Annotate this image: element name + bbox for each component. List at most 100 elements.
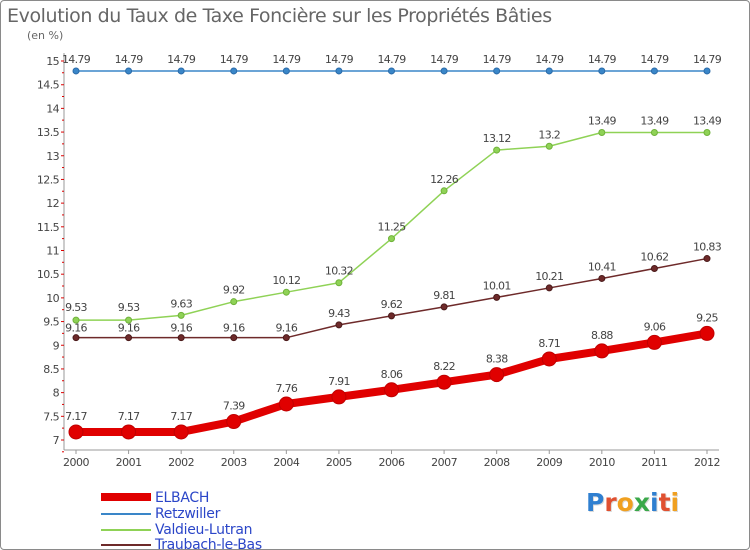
- x-tick-label: 2005: [326, 456, 352, 469]
- data-label-elbach: 7.17: [170, 410, 192, 423]
- x-tick-label: 2010: [589, 456, 615, 469]
- data-label-elbach: 8.71: [538, 337, 560, 350]
- data-point-traubach-le-bas: [493, 293, 501, 301]
- data-point-retzwiller: [335, 67, 343, 75]
- data-label-traubach-le-bas: 10.21: [535, 270, 563, 283]
- data-label-traubach-le-bas: 9.16: [223, 322, 245, 335]
- data-label-valdieu-lutran: 9.63: [170, 297, 192, 310]
- data-point-valdieu-lutran: [282, 288, 290, 296]
- data-point-traubach-le-bas: [72, 334, 80, 342]
- data-label-valdieu-lutran: 9.53: [118, 301, 140, 314]
- y-tick-label: 12.5: [37, 173, 60, 186]
- y-tick-label: 9.5: [43, 316, 59, 329]
- data-label-valdieu-lutran: 10.32: [325, 265, 353, 278]
- data-label-valdieu-lutran: 13.12: [483, 132, 511, 145]
- data-point-elbach: [226, 414, 242, 430]
- data-label-retzwiller: 14.79: [588, 53, 617, 66]
- data-point-traubach-le-bas: [230, 334, 238, 342]
- data-label-elbach: 8.88: [591, 329, 613, 342]
- y-tick-label: 11.5: [37, 221, 60, 234]
- data-point-retzwiller: [282, 67, 290, 75]
- data-point-elbach: [646, 334, 662, 350]
- data-point-valdieu-lutran: [650, 129, 658, 137]
- y-tick-label: 13: [46, 150, 59, 163]
- legend-label-retzwiller: Retzwiller: [155, 506, 221, 522]
- data-label-valdieu-lutran: 12.26: [430, 173, 459, 186]
- proxiti-logo: Proxiti: [586, 488, 680, 517]
- y-tick-label: 13.5: [37, 126, 60, 139]
- data-label-traubach-le-bas: 10.01: [483, 279, 511, 292]
- data-point-valdieu-lutran: [230, 298, 238, 306]
- data-label-valdieu-lutran: 11.25: [378, 221, 407, 234]
- data-label-traubach-le-bas: 9.16: [170, 322, 192, 335]
- legend-swatch-retzwiller: [101, 513, 151, 515]
- data-label-elbach: 8.22: [433, 360, 455, 373]
- legend-label-valdieu-lutran: Valdieu-Lutran: [155, 522, 253, 538]
- data-point-traubach-le-bas: [703, 255, 711, 263]
- data-label-retzwiller: 14.79: [640, 53, 669, 66]
- data-point-retzwiller: [598, 67, 606, 75]
- data-point-valdieu-lutran: [598, 129, 606, 137]
- x-tick-label: 2009: [536, 456, 562, 469]
- y-tick-label: 12: [46, 197, 59, 210]
- data-label-valdieu-lutran: 9.53: [65, 301, 87, 314]
- data-label-retzwiller: 14.79: [483, 53, 512, 66]
- data-label-elbach: 7.91: [328, 375, 350, 388]
- data-label-traubach-le-bas: 10.62: [640, 251, 668, 264]
- y-tick-label: 15: [46, 55, 59, 68]
- data-point-elbach: [489, 367, 505, 383]
- y-tick-label: 7: [53, 434, 60, 447]
- data-point-valdieu-lutran: [440, 187, 448, 195]
- data-point-traubach-le-bas: [598, 274, 606, 282]
- data-point-retzwiller: [72, 67, 80, 75]
- data-label-elbach: 9.06: [644, 320, 666, 333]
- data-point-retzwiller: [125, 67, 133, 75]
- data-label-traubach-le-bas: 10.41: [588, 260, 616, 273]
- data-point-traubach-le-bas: [335, 321, 343, 329]
- data-label-retzwiller: 14.79: [693, 53, 722, 66]
- data-point-elbach: [384, 382, 399, 398]
- data-point-elbach: [436, 374, 452, 390]
- data-point-elbach: [121, 424, 137, 440]
- data-label-elbach: 9.25: [696, 311, 718, 324]
- data-point-traubach-le-bas: [282, 334, 290, 342]
- y-tick-label: 14.5: [37, 79, 60, 92]
- legend-swatch-elbach: [101, 493, 151, 501]
- data-point-elbach: [331, 389, 347, 405]
- data-label-retzwiller: 14.79: [325, 53, 354, 66]
- data-point-retzwiller: [703, 67, 711, 75]
- data-label-valdieu-lutran: 9.92: [223, 284, 245, 297]
- data-point-elbach: [173, 424, 189, 440]
- x-tick-label: 2001: [116, 456, 142, 469]
- y-tick-label: 8.5: [43, 363, 59, 376]
- data-point-elbach: [541, 351, 557, 367]
- data-point-valdieu-lutran: [125, 316, 133, 324]
- data-label-elbach: 8.06: [381, 368, 403, 381]
- data-point-elbach: [699, 325, 715, 341]
- data-point-valdieu-lutran: [72, 316, 80, 324]
- y-tick-label: 10.5: [37, 268, 60, 281]
- data-label-traubach-le-bas: 9.16: [275, 322, 297, 335]
- data-label-traubach-le-bas: 9.62: [381, 298, 403, 311]
- data-point-valdieu-lutran: [703, 129, 711, 137]
- data-label-retzwiller: 14.79: [378, 53, 407, 66]
- data-point-valdieu-lutran: [177, 311, 185, 319]
- legend-label-traubach-le-bas: Traubach-le-Bas: [155, 537, 262, 550]
- data-label-retzwiller: 14.79: [430, 53, 459, 66]
- y-tick-label: 11: [46, 245, 59, 258]
- data-point-traubach-le-bas: [125, 334, 133, 342]
- data-label-retzwiller: 14.79: [62, 53, 91, 66]
- data-point-traubach-le-bas: [177, 334, 185, 342]
- data-point-retzwiller: [388, 67, 395, 75]
- y-tick-label: 7.5: [43, 410, 59, 423]
- y-tick-label: 14: [46, 102, 59, 115]
- data-label-valdieu-lutran: 10.12: [272, 274, 300, 287]
- y-tick-label: 10: [46, 292, 59, 305]
- data-label-valdieu-lutran: 13.2: [538, 128, 560, 141]
- data-label-traubach-le-bas: 10.83: [693, 241, 722, 254]
- data-label-elbach: 7.39: [223, 400, 245, 413]
- data-point-elbach: [278, 396, 294, 412]
- data-point-elbach: [594, 343, 610, 359]
